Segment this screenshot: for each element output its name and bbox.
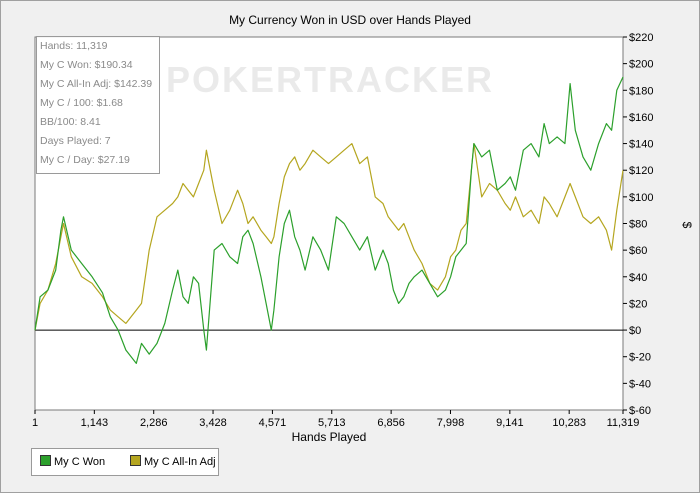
stats-box: Hands: 11,319 My C Won: $190.34 My C All… [36, 36, 160, 174]
y-tick-label: $180 [629, 85, 653, 97]
legend-swatch-allin [130, 455, 141, 466]
x-tick-label: 6,856 [377, 417, 405, 429]
stat-perday: My C / Day: $27.19 [40, 154, 130, 166]
y-tick-label: $80 [629, 219, 647, 231]
y-tick-label: $20 [629, 298, 647, 310]
stat-days: Days Played: 7 [40, 135, 111, 147]
y-tick-label: $200 [629, 59, 653, 71]
stat-hands: Hands: 11,319 [40, 40, 108, 52]
legend-item-won[interactable]: My C Won [40, 455, 105, 469]
y-tick-label: $-60 [629, 405, 651, 417]
y-tick-label: $160 [629, 112, 653, 124]
x-tick-label: 1,143 [81, 417, 109, 429]
watermark-logo: POKERTRACKER [166, 59, 494, 100]
x-tick-label: 5,713 [318, 417, 346, 429]
x-tick-label: 7,998 [437, 417, 465, 429]
legend-swatch-won [40, 455, 51, 466]
y-tick-label: $-20 [629, 352, 651, 364]
series-line-1 [34, 143, 624, 331]
y-tick-label: $60 [629, 245, 647, 257]
y-tick-label: $120 [629, 165, 653, 177]
legend-label-won: My C Won [54, 456, 106, 468]
y-tick-label: $0 [629, 325, 641, 337]
x-axis-title: Hands Played [292, 430, 367, 444]
legend: My C Won My C All-In Adj [31, 448, 219, 476]
stat-bb100: BB/100: 8.41 [40, 116, 101, 128]
series-line-0 [34, 76, 624, 364]
x-tick-label: 2,286 [140, 417, 168, 429]
x-tick-label: 4,571 [259, 417, 287, 429]
y-tick-label: $100 [629, 192, 653, 204]
y-tick-label: $-40 [629, 378, 651, 390]
stat-won: My C Won: $190.34 [40, 59, 133, 71]
legend-label-allin: My C All-In Adj [144, 456, 216, 468]
x-tick-label: 3,428 [199, 417, 227, 429]
stat-allin: My C All-In Adj: $142.39 [40, 78, 153, 90]
x-tick-label: 10,283 [552, 417, 586, 429]
y-axis-title: $ [680, 222, 694, 229]
x-tick-label: 1 [32, 417, 38, 429]
y-tick-label: $140 [629, 139, 653, 151]
x-tick-label: 11,319 [607, 417, 640, 429]
x-tick-label: 9,141 [496, 417, 524, 429]
chart-title: My Currency Won in USD over Hands Played [229, 13, 471, 27]
legend-item-allin[interactable]: My C All-In Adj [130, 455, 216, 469]
stat-per100: My C / 100: $1.68 [40, 97, 123, 109]
y-tick-label: $40 [629, 272, 647, 284]
y-tick-label: $220 [629, 32, 653, 44]
